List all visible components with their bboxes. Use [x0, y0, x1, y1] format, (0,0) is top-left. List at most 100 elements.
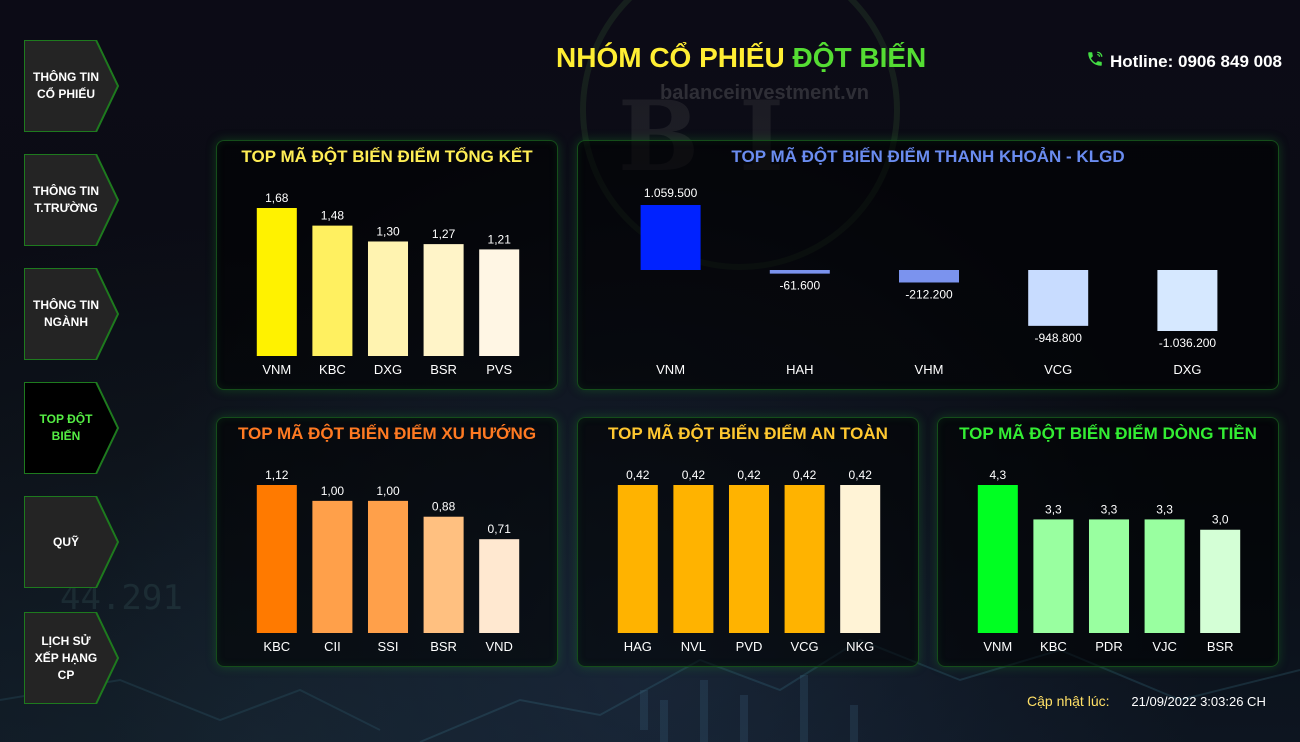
bar-VJC — [1144, 519, 1185, 633]
update-time-label: Cập nhật lúc: — [1027, 693, 1110, 709]
bar-DXG — [367, 241, 409, 356]
bar-chart-dong-tien: 4,3 VNM 3,3 KBC 3,3 PDR 3,3 VJC 3,0 BSR — [977, 468, 1241, 654]
chart-title: TOP MÃ ĐỘT BIẾN ĐIỂM DÒNG TIỀN — [959, 424, 1257, 443]
category-label: VNM — [656, 362, 685, 377]
category-label: BSR — [430, 639, 457, 654]
nav-item-thong-tin-co-phieu[interactable]: THÔNG TIN CỔ PHIẾU — [24, 40, 120, 132]
category-label: CII — [324, 639, 341, 654]
category-label: VNM — [983, 639, 1012, 654]
category-label: BSR — [430, 362, 457, 377]
value-label: 3,3 — [1045, 502, 1062, 516]
category-label: KBC — [319, 362, 346, 377]
bar-KBC — [312, 225, 353, 356]
value-label: 0,71 — [488, 522, 512, 536]
nav-label: THÔNG TIN CỔ PHIẾU — [33, 70, 99, 101]
chart-title: TOP MÃ ĐỘT BIẾN ĐIỂM AN TOÀN — [608, 424, 888, 443]
chart-title: TOP MÃ ĐỘT BIẾN ĐIỂM TỔNG KẾT — [241, 147, 533, 166]
nav-item-thong-tin-thi-truong[interactable]: THÔNG TIN T.TRƯỜNG — [24, 154, 120, 246]
update-time: Cập nhật lúc: 21/09/2022 3:03:26 CH — [1027, 693, 1266, 709]
value-label: 1.059.500 — [644, 186, 698, 200]
bar-CII — [312, 500, 353, 633]
value-label: 1,30 — [376, 224, 400, 238]
nav-item-quy[interactable]: QUỸ — [24, 496, 120, 588]
nav-label: LỊCH SỬ XẾP HẠNG CP — [34, 633, 98, 682]
chart-panel-dong-tien: TOP MÃ ĐỘT BIẾN ĐIỂM DÒNG TIỀN 4,3 VNM 3,3… — [937, 417, 1279, 667]
bar-chart-an-toan: 0,42 HAG 0,42 NVL 0,42 PVD 0,42 VCG 0,42 NKG — [617, 468, 881, 654]
bar-VNM — [977, 485, 1018, 633]
bar-chart-tong-ket: 1,68 VNM 1,48 KBC 1,30 DXG 1,27 BSR 1,21 PVS — [256, 191, 520, 377]
category-label: VND — [485, 639, 512, 654]
category-label: VJC — [1152, 639, 1177, 654]
value-label: 1,00 — [376, 484, 400, 498]
value-label: 0,42 — [626, 468, 650, 482]
nav-label: THÔNG TIN T.TRƯỜNG — [33, 184, 99, 215]
chart-panel-xu-huong: TOP MÃ ĐỘT BIẾN ĐIỂM XU HƯỚNG 1,12 KBC 1,0… — [216, 417, 558, 667]
bar-BSR — [423, 516, 464, 633]
nav-item-thong-tin-nganh[interactable]: THÔNG TIN NGÀNH — [24, 268, 120, 360]
category-label: DXG — [374, 362, 402, 377]
category-label: PDR — [1095, 639, 1122, 654]
bar-HAG — [617, 485, 658, 633]
nav-label: TOP ĐỘT BIẾN — [39, 412, 93, 443]
bar-VHM — [899, 270, 959, 283]
category-label: BSR — [1207, 639, 1234, 654]
bar-PVS — [479, 249, 520, 356]
bar-KBC — [1033, 519, 1074, 633]
bar-BSR — [423, 244, 464, 356]
value-label: -1.036.200 — [1159, 336, 1217, 350]
nav-arrow-shape — [24, 268, 120, 360]
chart-panel-an-toan: TOP MÃ ĐỘT BIẾN ĐIỂM AN TOÀN 0,42 HAG 0,42… — [577, 417, 919, 667]
value-label: 1,48 — [321, 209, 345, 223]
nav-arrow-shape — [24, 382, 120, 474]
category-label: VHM — [915, 362, 944, 377]
bar-BSR — [1200, 529, 1241, 633]
bar-chart-xu-huong: 1,12 KBC 1,00 CII 1,00 SSI 0,88 BSR 0,71 VND — [256, 468, 520, 654]
page-title-part1: NHÓM CỔ PHIẾU — [556, 42, 785, 73]
value-label: -212.200 — [905, 287, 953, 301]
bar-VNM — [256, 208, 297, 356]
bar-VND — [479, 539, 520, 633]
nav-arrow-shape — [24, 496, 120, 588]
watermark-site: balanceinvestment.vn — [660, 82, 869, 104]
value-label: 3,3 — [1156, 502, 1173, 516]
value-label: 0,42 — [849, 468, 873, 482]
chart-panel-thanh-khoan: TOP MÃ ĐỘT BIẾN ĐIỂM THANH KHOẢN - KLGD … — [577, 140, 1279, 390]
category-label: VNM — [262, 362, 291, 377]
category-label: NKG — [846, 639, 874, 654]
nav-item-lich-su-xep-hang[interactable]: LỊCH SỬ XẾP HẠNG CP — [24, 612, 120, 704]
value-label: 1,21 — [488, 232, 512, 246]
bar-NKG — [840, 485, 881, 633]
bar-SSI — [367, 500, 409, 633]
value-label: -61.600 — [779, 279, 820, 293]
nav-arrow-shape — [24, 40, 120, 132]
bar-VCG — [1028, 270, 1089, 326]
value-label: 0,42 — [682, 468, 706, 482]
value-label: 3,3 — [1101, 502, 1118, 516]
category-label: DXG — [1173, 362, 1201, 377]
bar-VNM — [640, 205, 701, 270]
hotline[interactable]: Hotline: 0906 849 008 — [1086, 50, 1282, 73]
bar-PVD — [728, 485, 770, 633]
chart-title: TOP MÃ ĐỘT BIẾN ĐIỂM XU HƯỚNG — [237, 424, 537, 443]
nav-arrow-shape — [24, 612, 120, 704]
category-label: NVL — [681, 639, 706, 654]
bar-NVL — [673, 485, 714, 633]
category-label: HAH — [786, 362, 813, 377]
category-label: KBC — [1040, 639, 1067, 654]
bar-HAH — [769, 270, 830, 274]
value-label: 0,42 — [793, 468, 817, 482]
value-label: -948.800 — [1035, 331, 1083, 345]
value-label: 4,3 — [989, 468, 1006, 482]
value-label: 1,12 — [265, 468, 289, 482]
bar-chart-thanh-khoan: 1.059.500 VNM -61.600 HAH -212.200 VHM -948.80… — [640, 186, 1218, 377]
chart-title: TOP MÃ ĐỘT BIẾN ĐIỂM THANH KHOẢN - KLGD — [731, 147, 1125, 166]
category-label: KBC — [263, 639, 290, 654]
value-label: 0,88 — [432, 500, 456, 514]
value-label: 3,0 — [1212, 513, 1229, 527]
category-label: VCG — [791, 639, 819, 654]
nav-item-top-dot-bien[interactable]: TOP ĐỘT BIẾN — [24, 382, 120, 474]
bar-VCG — [784, 485, 825, 633]
bar-KBC — [256, 485, 297, 633]
nav-label: THÔNG TIN NGÀNH — [33, 298, 99, 329]
nav-arrow-shape — [24, 154, 120, 246]
